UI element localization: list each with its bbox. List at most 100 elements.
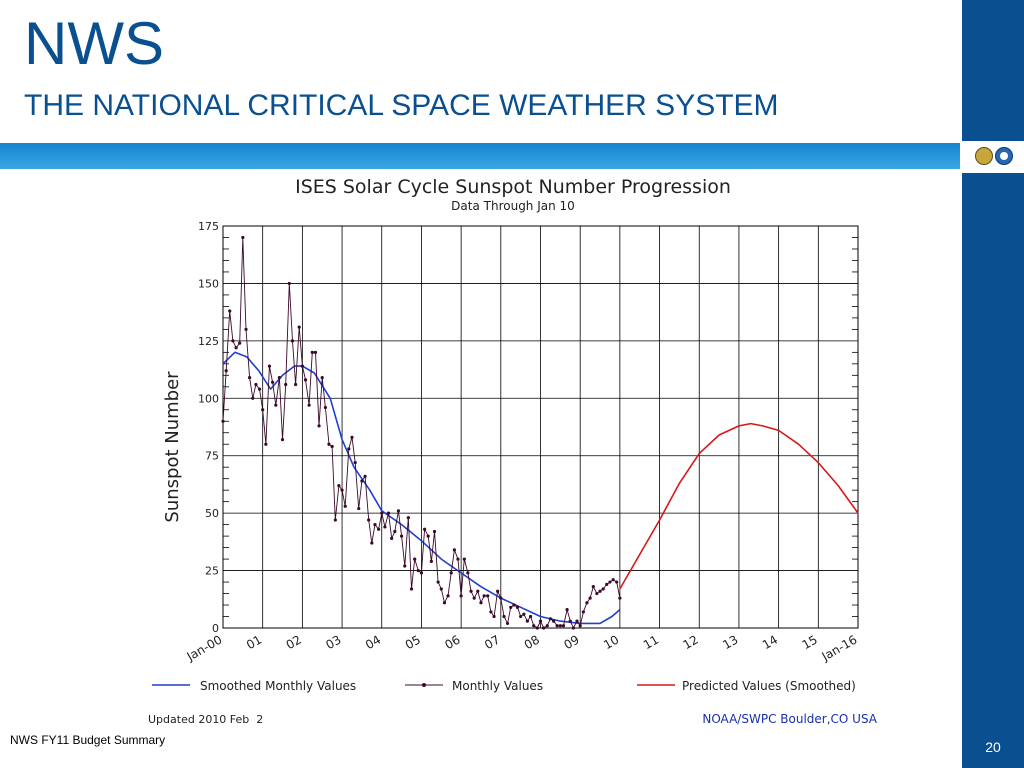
monthly-point — [337, 483, 341, 488]
monthly-point — [545, 624, 549, 628]
monthly-point — [231, 339, 235, 343]
source-note: NOAA/SWPC Boulder,CO USA — [702, 712, 877, 726]
x-tick-label: 11 — [641, 632, 661, 652]
monthly-point — [423, 527, 427, 531]
monthly-point — [399, 534, 404, 538]
monthly-point — [476, 589, 480, 593]
y-tick-label: 125 — [198, 335, 219, 348]
monthly-point — [436, 580, 440, 584]
y-tick-label: 0 — [212, 622, 219, 635]
monthly-point — [403, 564, 407, 568]
monthly-point — [555, 624, 559, 628]
monthly-point — [327, 442, 331, 446]
slide-subtitle: THE NATIONAL CRITICAL SPACE WEATHER SYST… — [24, 89, 779, 122]
monthly-point — [618, 596, 622, 600]
footer-text: NWS FY11 Budget Summary — [10, 733, 166, 747]
monthly-point — [469, 589, 473, 593]
monthly-point — [601, 587, 605, 591]
monthly-point — [519, 614, 523, 619]
monthly-point — [413, 557, 417, 561]
monthly-point — [290, 339, 295, 343]
monthly-point — [439, 587, 443, 591]
y-tick-label: 150 — [198, 277, 219, 290]
monthly-point — [228, 309, 232, 313]
monthly-point — [515, 605, 520, 609]
monthly-point — [287, 281, 291, 286]
monthly-point — [456, 557, 460, 561]
monthly-point — [452, 548, 456, 552]
monthly-point — [588, 596, 592, 600]
monthly-point — [432, 529, 437, 534]
monthly-point — [380, 511, 384, 515]
x-tick-label: 12 — [681, 632, 701, 652]
monthly-point — [347, 447, 351, 451]
monthly-point — [578, 624, 582, 628]
monthly-point — [499, 596, 503, 600]
monthly-point — [525, 619, 530, 623]
legend-predicted-label: Predicted Values (Smoothed) — [682, 679, 856, 693]
monthly-point — [505, 621, 510, 626]
x-tick-label: 13 — [720, 632, 740, 652]
monthly-point — [406, 516, 410, 520]
monthly-point — [254, 382, 258, 387]
monthly-point — [307, 403, 311, 407]
monthly-point — [479, 601, 483, 605]
monthly-point — [449, 571, 453, 575]
monthly-point — [280, 438, 285, 442]
x-tick-label: 01 — [244, 632, 264, 652]
monthly-point — [571, 626, 576, 630]
monthly-point — [442, 601, 447, 605]
x-tick-label: 04 — [363, 632, 383, 652]
x-tick-label: 07 — [482, 632, 502, 652]
monthly-point — [224, 369, 228, 373]
monthly-point — [565, 608, 569, 612]
monthly-point — [313, 350, 318, 354]
x-tick-label: 03 — [323, 632, 343, 652]
monthly-point — [221, 419, 225, 423]
monthly-point — [509, 605, 513, 609]
legend-smoothed-label: Smoothed Monthly Values — [200, 679, 356, 693]
monthly-point — [615, 580, 619, 584]
y-tick-label: 175 — [198, 220, 219, 233]
monthly-point — [522, 612, 526, 616]
monthly-point — [294, 382, 298, 387]
monthly-point — [462, 557, 466, 561]
monthly-point — [357, 506, 361, 511]
y-tick-label: 100 — [198, 392, 219, 405]
monthly-point — [284, 382, 288, 387]
monthly-point — [340, 488, 344, 492]
monthly-point — [496, 589, 500, 593]
right-accent-bar — [962, 0, 1024, 768]
monthly-point — [367, 518, 371, 522]
monthly-point — [300, 364, 304, 368]
monthly-point — [393, 529, 397, 534]
monthly-point — [482, 594, 486, 598]
y-tick-label: 25 — [205, 565, 219, 578]
monthly-point — [251, 396, 255, 400]
x-tick-label: Jan-00 — [184, 632, 225, 664]
monthly-point — [350, 435, 354, 439]
monthly-point — [390, 536, 394, 541]
monthly-point — [310, 350, 314, 354]
monthly-point — [264, 442, 268, 446]
monthly-point — [611, 578, 615, 582]
monthly-point — [330, 444, 334, 449]
monthly-point — [271, 380, 275, 384]
monthly-point — [472, 596, 476, 600]
monthly-point — [512, 603, 516, 607]
y-tick-label: 75 — [205, 450, 219, 463]
series-line-3 — [619, 422, 859, 590]
monthly-point — [277, 376, 281, 380]
monthly-point — [257, 387, 262, 391]
monthly-point — [459, 594, 463, 598]
agency-logos — [962, 141, 1024, 175]
monthly-point — [558, 624, 562, 628]
monthly-point — [548, 617, 553, 621]
monthly-point — [244, 327, 248, 331]
monthly-point — [247, 376, 252, 380]
monthly-point — [261, 408, 265, 412]
legend-monthly-marker — [422, 683, 426, 687]
monthly-point — [416, 568, 420, 573]
x-tick-label: 02 — [284, 632, 304, 652]
monthly-point — [608, 580, 612, 584]
